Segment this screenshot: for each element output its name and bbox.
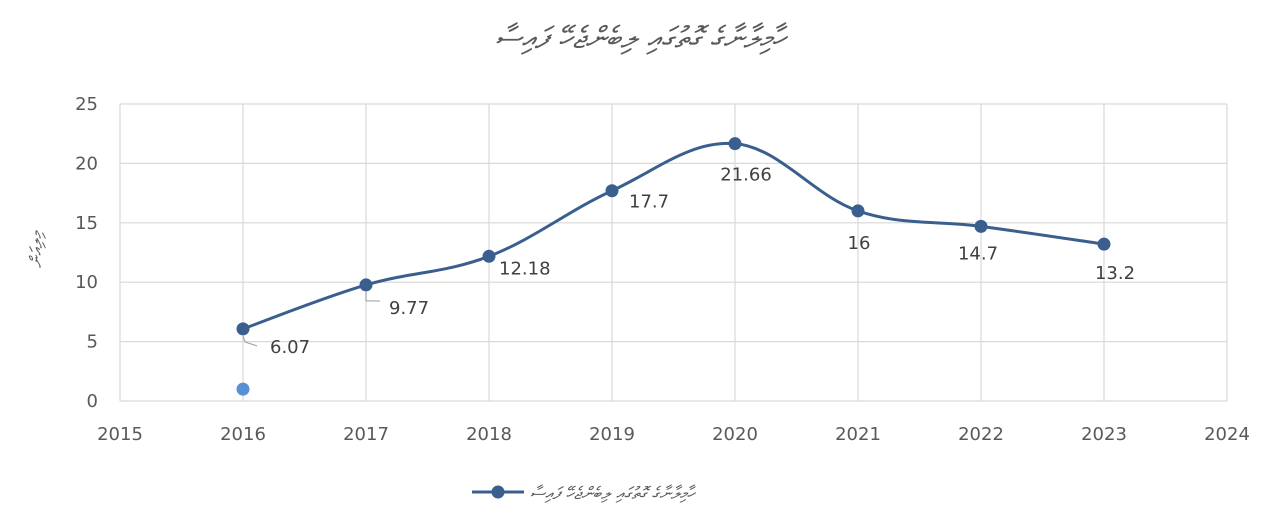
data-label-leader xyxy=(365,291,380,302)
x-tick-label: 2021 xyxy=(835,424,881,445)
y-tick-label: 10 xyxy=(75,272,98,293)
y-tick-label: 15 xyxy=(75,213,98,234)
data-label: 14.7 xyxy=(958,243,998,264)
y-tick-label: 0 xyxy=(87,391,98,412)
data-point xyxy=(359,278,373,292)
extra-data-point xyxy=(236,382,250,396)
x-tick-label: 2022 xyxy=(958,424,1004,445)
x-tick-label: 2019 xyxy=(589,424,635,445)
data-label: 9.77 xyxy=(389,298,429,319)
data-label: 6.07 xyxy=(270,337,310,358)
chart-title: ހާމިލާނާގެ ގޮތުގައި ލިބެންޖެހޭ ފައިސާ xyxy=(495,21,789,56)
data-label-leader xyxy=(242,335,258,347)
x-tick-label: 2016 xyxy=(220,424,266,445)
data-label: 16 xyxy=(848,233,871,254)
data-point xyxy=(605,184,619,198)
x-tick-label: 2017 xyxy=(343,424,389,445)
legend-label: ހާމިލާނާގެ ގޮތުގައި ލިބެންޖެހޭ ފައިސާ xyxy=(530,484,697,504)
data-label: 17.7 xyxy=(629,192,669,213)
data-label: 13.2 xyxy=(1095,263,1135,284)
x-tick-label: 2020 xyxy=(712,424,758,445)
y-tick-label: 5 xyxy=(87,332,98,353)
y-tick-label: 20 xyxy=(75,153,98,174)
series-line xyxy=(241,141,1106,331)
data-point xyxy=(728,137,742,151)
y-tick-label: 25 xyxy=(75,94,98,115)
x-tick-label: 2023 xyxy=(1081,424,1127,445)
data-point xyxy=(1097,237,1111,251)
data-label: 21.66 xyxy=(720,165,772,186)
data-point xyxy=(236,322,250,336)
y-axis-label: މިލިއަން xyxy=(27,230,47,268)
x-tick-label: 2018 xyxy=(466,424,512,445)
data-point xyxy=(482,249,496,263)
x-tick-label: 2015 xyxy=(97,424,143,445)
legend: ހާމިލާނާގެ ގޮތުގައި ލިބެންޖެހޭ ފައިސާ xyxy=(472,484,697,504)
x-tick-label: 2024 xyxy=(1204,424,1250,445)
data-label: 12.18 xyxy=(499,258,551,279)
data-point xyxy=(974,219,988,233)
legend-point-marker xyxy=(491,485,505,499)
data-point xyxy=(851,204,865,218)
plot-area: 0 5 10 15 20 25 2015 2016 2017 2018 2019 2020 2021 20… xyxy=(75,94,1250,445)
